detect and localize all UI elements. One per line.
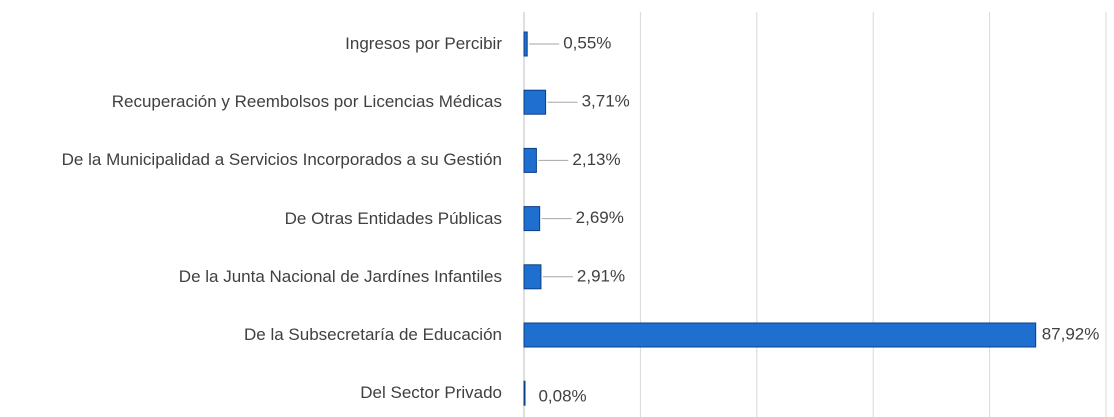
data-label: 0,08% — [538, 387, 586, 406]
data-label: 2,91% — [577, 266, 625, 285]
data-label: 2,69% — [576, 208, 624, 227]
bar — [523, 380, 526, 406]
data-label: 0,55% — [563, 33, 611, 52]
y-tick-label: De la Subsecretaría de Educación — [2, 305, 502, 365]
y-tick-text: De la Junta Nacional de Jardínes Infanti… — [178, 266, 502, 286]
y-tick-label: De la Junta Nacional de Jardínes Infanti… — [2, 247, 502, 307]
bar — [523, 147, 537, 173]
y-tick-text: Del Sector Privado — [360, 383, 502, 403]
y-tick-label: De Otras Entidades Públicas — [2, 189, 502, 249]
bar — [523, 264, 542, 290]
bar — [523, 89, 547, 115]
y-tick-label: Recuperación y Reembolsos por Licencias … — [2, 72, 502, 132]
y-tick-text: De la Municipalidad a Servicios Incorpor… — [61, 150, 502, 170]
data-label: 3,71% — [582, 92, 630, 111]
bar — [523, 206, 541, 232]
y-tick-text: Recuperación y Reembolsos por Licencias … — [111, 92, 502, 112]
y-tick-text: De la Subsecretaría de Educación — [244, 325, 502, 344]
y-tick-label: De la Municipalidad a Servicios Incorpor… — [2, 130, 502, 190]
bar — [523, 322, 1037, 348]
y-tick-text: De Otras Entidades Públicas — [284, 208, 502, 228]
y-tick-label: Ingresos por Percibir — [2, 14, 502, 74]
y-tick-label: Del Sector Privado — [2, 363, 502, 417]
y-tick-text: Ingresos por Percibir — [345, 34, 502, 53]
bar — [523, 31, 528, 57]
data-label: 2,13% — [572, 150, 620, 169]
data-label: 87,92% — [1042, 324, 1100, 343]
